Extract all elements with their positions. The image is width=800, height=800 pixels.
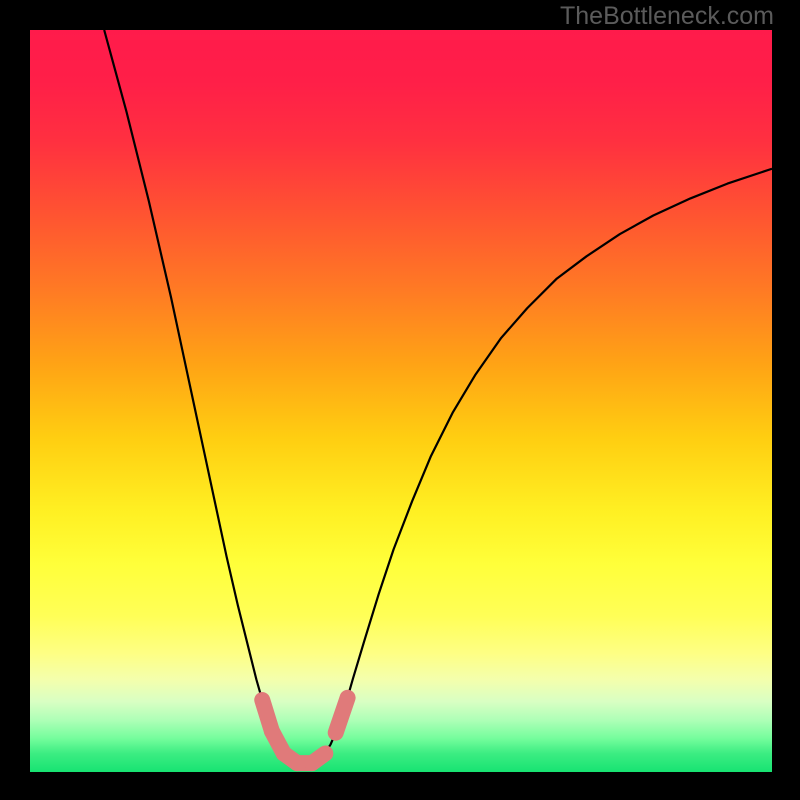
watermark-text: TheBottleneck.com [560, 2, 774, 31]
overlay-mark [336, 698, 348, 733]
chart-container: TheBottleneck.com [0, 0, 800, 800]
overlay-marks [262, 698, 347, 763]
curve-layer [0, 0, 800, 800]
overlay-mark [312, 753, 325, 763]
bottleneck-curve [104, 30, 772, 765]
